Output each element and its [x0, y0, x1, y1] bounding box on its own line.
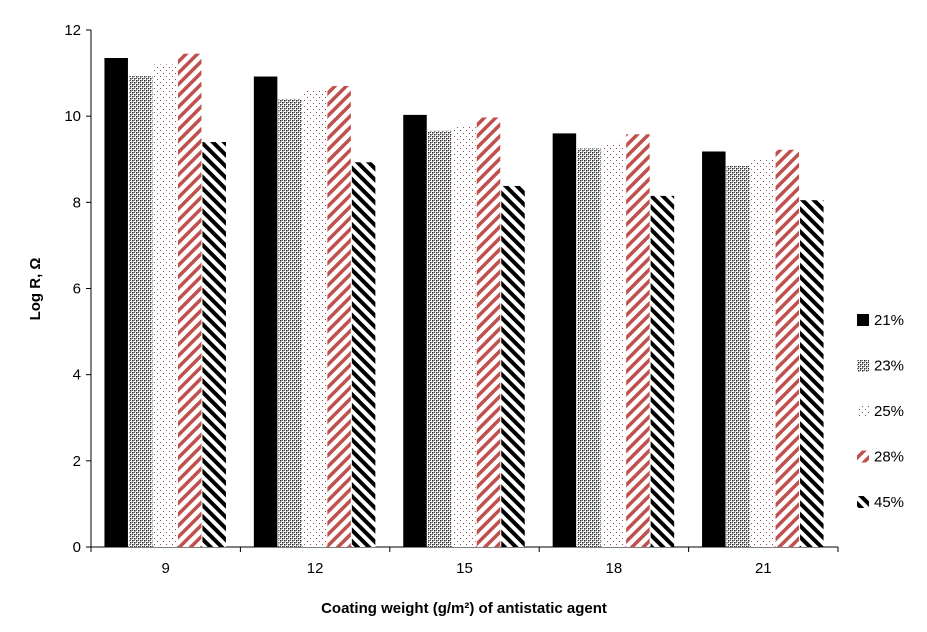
bar-45pct-21 — [800, 200, 824, 547]
bar-25pct-9 — [153, 64, 177, 547]
bar-25pct-12 — [302, 90, 327, 548]
bar-23pct-12 — [278, 98, 302, 547]
y-ticks: 0 2 4 6 8 10 12 — [64, 22, 91, 556]
y-tick-label: 0 — [73, 539, 81, 556]
x-tick-label: 18 — [606, 560, 623, 577]
bar-28pct-18 — [626, 134, 650, 548]
legend-swatch — [857, 314, 869, 326]
bar-23pct-18 — [577, 148, 601, 547]
y-tick-label: 4 — [73, 367, 81, 384]
x-tick-label: 15 — [456, 560, 473, 577]
bars — [104, 53, 824, 548]
x-ticks: 9 12 15 18 21 — [90, 547, 839, 577]
y-tick-label: 6 — [73, 281, 81, 298]
bar-25pct-21 — [751, 159, 775, 547]
y-tick-label: 2 — [73, 453, 81, 470]
legend-label: 28% — [874, 449, 904, 466]
bar-28pct-12 — [327, 86, 351, 547]
bar-21pct-18 — [552, 133, 577, 547]
legend-swatch — [857, 359, 869, 372]
y-axis-title: Log R, Ω — [27, 258, 44, 321]
bar-21pct-12 — [253, 76, 278, 547]
bar-23pct-21 — [726, 165, 751, 547]
bar-45pct-12 — [351, 162, 376, 547]
bar-45pct-18 — [650, 195, 675, 547]
legend-label: 21% — [874, 312, 904, 329]
x-tick-label: 21 — [755, 560, 772, 577]
bar-21pct-9 — [104, 58, 128, 548]
bar-23pct-9 — [128, 76, 153, 547]
y-tick-label: 10 — [64, 108, 81, 125]
bar-21pct-15 — [403, 114, 427, 547]
bar-45pct-15 — [501, 185, 525, 547]
y-tick-label: 8 — [73, 194, 81, 211]
bar-45pct-9 — [202, 142, 226, 547]
bar-28pct-9 — [177, 53, 202, 548]
legend-label: 25% — [874, 403, 904, 420]
legend-swatch — [857, 405, 869, 417]
x-axis-title: Coating weight (g/m²) of antistatic agen… — [321, 600, 607, 617]
x-tick-label: 12 — [307, 560, 324, 577]
legend: 21% 23% 25% 28% 45% — [857, 312, 904, 511]
y-tick-label: 12 — [64, 22, 81, 39]
x-tick-label: 9 — [162, 560, 170, 577]
bar-28pct-21 — [775, 149, 800, 547]
legend-label: 23% — [874, 358, 904, 375]
bar-23pct-15 — [427, 130, 452, 547]
bar-25pct-18 — [601, 142, 626, 547]
legend-label: 45% — [874, 494, 904, 511]
bar-21pct-21 — [702, 151, 726, 547]
legend-swatch — [857, 450, 869, 463]
bar-25pct-15 — [452, 126, 476, 547]
legend-swatch — [857, 496, 869, 508]
bar-28pct-15 — [476, 117, 501, 547]
